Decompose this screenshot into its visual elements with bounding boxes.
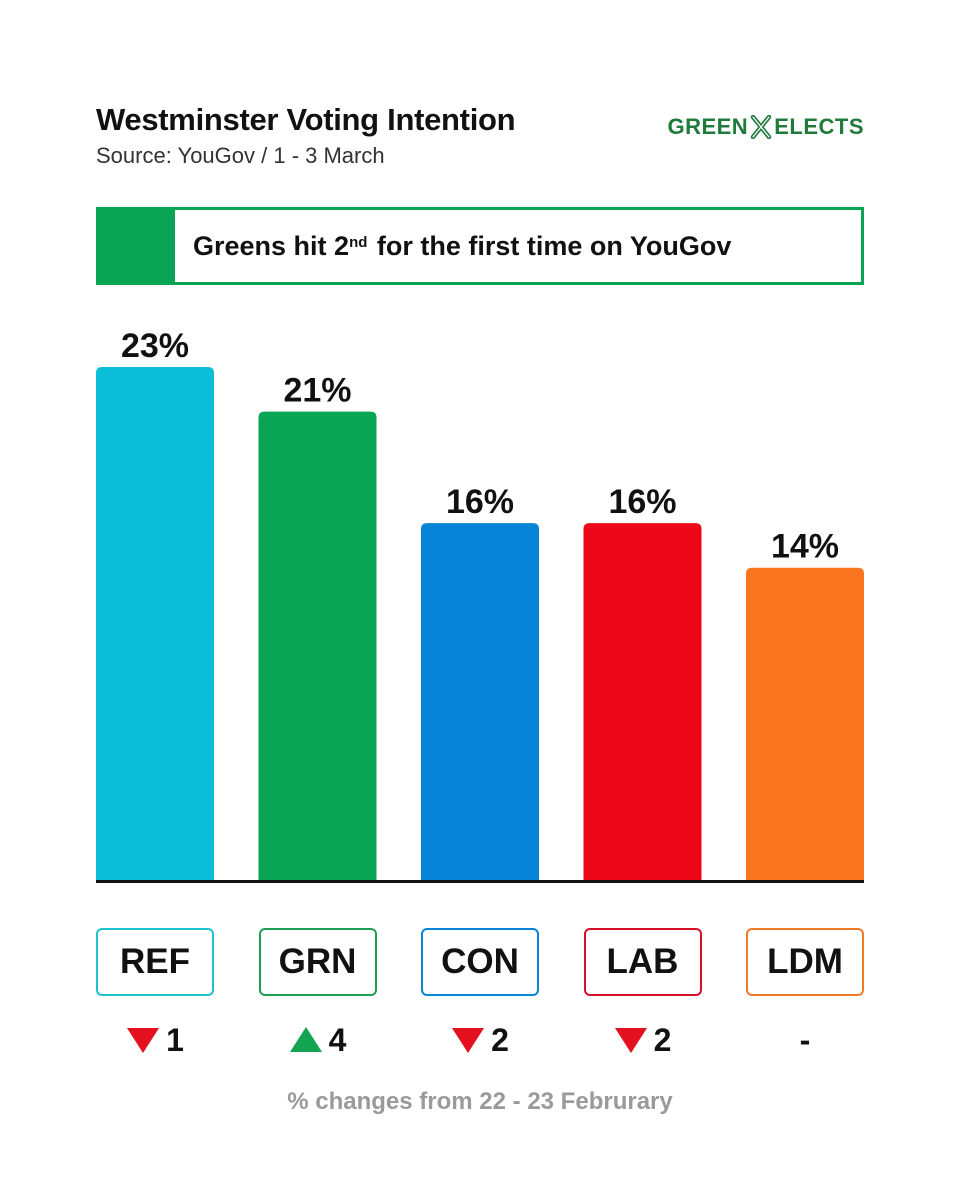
category-label-con: CON	[421, 928, 539, 996]
value-label-ref: 23%	[121, 327, 189, 365]
change-value: 4	[328, 1021, 347, 1058]
bar-con	[421, 523, 539, 880]
change-value: 1	[166, 1021, 184, 1058]
chart-subtitle: Source: YouGov / 1 - 3 March	[96, 143, 385, 168]
change-ref: 1	[96, 1018, 214, 1062]
banner-accent	[99, 210, 175, 282]
bar-ref	[96, 367, 214, 880]
value-label-lab: 16%	[608, 483, 676, 521]
banner-text-before: Greens hit 2	[193, 230, 350, 261]
triangle-up-icon	[289, 1027, 322, 1052]
change-ldm: -	[746, 1018, 864, 1062]
category-label-ref: REF	[96, 928, 214, 996]
brand-left: GREEN	[667, 114, 749, 139]
category-label-lab: LAB	[583, 928, 702, 996]
triangle-down-icon	[452, 1028, 485, 1053]
footnote: % changes from 22 - 23 Februrary	[287, 1088, 673, 1115]
banner-text-after: for the first time on YouGov	[369, 230, 732, 261]
value-label-grn: 21%	[283, 372, 351, 410]
bar-ldm	[746, 567, 864, 880]
brand-logo: GREEN ELECTS	[667, 114, 864, 140]
change-grn: 4	[259, 1018, 377, 1062]
banner-superscript: nd	[349, 233, 368, 251]
value-label-con: 16%	[446, 483, 514, 521]
category-label-ldm: LDM	[746, 928, 864, 996]
chart-title: Westminster Voting Intention	[96, 102, 516, 137]
value-label-ldm: 14%	[771, 528, 839, 566]
bar-grn	[258, 411, 377, 880]
triangle-down-icon	[614, 1028, 647, 1053]
cross-icon	[750, 115, 772, 139]
change-value: 2	[653, 1021, 672, 1058]
brand-right: ELECTS	[774, 114, 864, 139]
bar-lab	[583, 523, 702, 880]
change-con: 2	[421, 1018, 539, 1062]
change-value: 2	[491, 1021, 509, 1058]
category-label-grn: GRN	[258, 928, 377, 996]
change-value: -	[799, 1021, 811, 1058]
change-lab: 2	[584, 1018, 702, 1062]
triangle-down-icon	[127, 1028, 160, 1053]
